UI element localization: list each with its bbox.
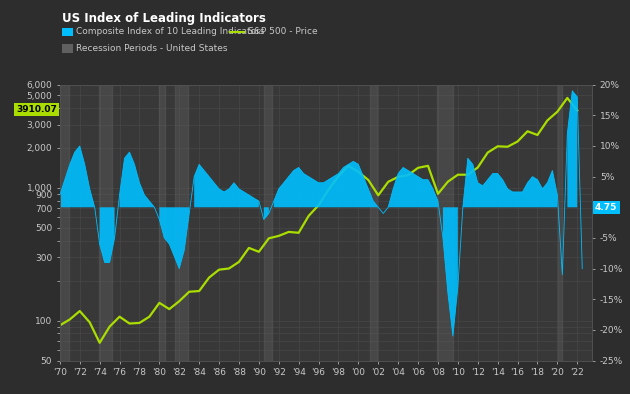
Text: US Index of Leading Indicators: US Index of Leading Indicators [62, 12, 266, 25]
Bar [175, 85, 188, 361]
Bar [99, 85, 112, 361]
Bar [264, 85, 272, 361]
Text: S&P 500 - Price: S&P 500 - Price [248, 28, 318, 36]
Text: 3910.07: 3910.07 [16, 105, 57, 114]
Text: Recession Periods - United States: Recession Periods - United States [76, 44, 227, 53]
Bar [370, 85, 377, 361]
Bar [159, 85, 165, 361]
Bar [558, 85, 563, 361]
Text: Composite Index of 10 Leading Indicators: Composite Index of 10 Leading Indicators [76, 28, 264, 36]
Text: 4.75: 4.75 [595, 203, 617, 212]
Bar [437, 85, 453, 361]
Bar [60, 85, 69, 361]
